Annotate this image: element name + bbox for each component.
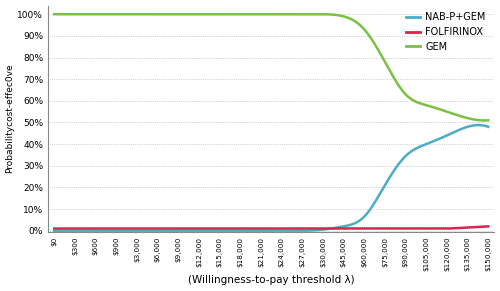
Line: GEM: GEM — [54, 14, 488, 120]
FOLFIRINOX — [407, 227, 413, 230]
GEM — [52, 13, 58, 16]
NAB-P+GEM — [485, 125, 491, 129]
GEM — [482, 119, 488, 122]
NAB-P+GEM — [260, 229, 266, 233]
NAB-P+GEM — [407, 150, 413, 154]
Line: NAB-P+GEM: NAB-P+GEM — [54, 125, 488, 231]
NAB-P+GEM — [52, 229, 58, 233]
GEM — [260, 13, 266, 16]
Y-axis label: Probabilitycost-effec0ve: Probabilitycost-effec0ve — [6, 64, 15, 173]
Legend: NAB-P+GEM, FOLFIRINOX, GEM: NAB-P+GEM, FOLFIRINOX, GEM — [402, 8, 490, 56]
FOLFIRINOX — [258, 227, 264, 230]
FOLFIRINOX — [310, 227, 316, 230]
GEM — [310, 13, 316, 16]
NAB-P+GEM — [258, 229, 264, 233]
GEM — [485, 118, 491, 122]
NAB-P+GEM — [475, 123, 481, 127]
FOLFIRINOX — [52, 227, 58, 230]
FOLFIRINOX — [260, 227, 266, 230]
FOLFIRINOX — [476, 225, 482, 228]
X-axis label: (Willingness-to-pay threshold λ): (Willingness-to-pay threshold λ) — [188, 276, 354, 285]
FOLFIRINOX — [286, 227, 292, 230]
FOLFIRINOX — [436, 227, 442, 230]
NAB-P+GEM — [310, 229, 316, 232]
GEM — [286, 13, 292, 16]
NAB-P+GEM — [476, 123, 482, 127]
GEM — [258, 13, 264, 16]
FOLFIRINOX — [485, 225, 491, 228]
NAB-P+GEM — [286, 229, 292, 233]
GEM — [475, 118, 481, 122]
GEM — [407, 97, 413, 100]
Line: FOLFIRINOX: FOLFIRINOX — [54, 226, 488, 229]
